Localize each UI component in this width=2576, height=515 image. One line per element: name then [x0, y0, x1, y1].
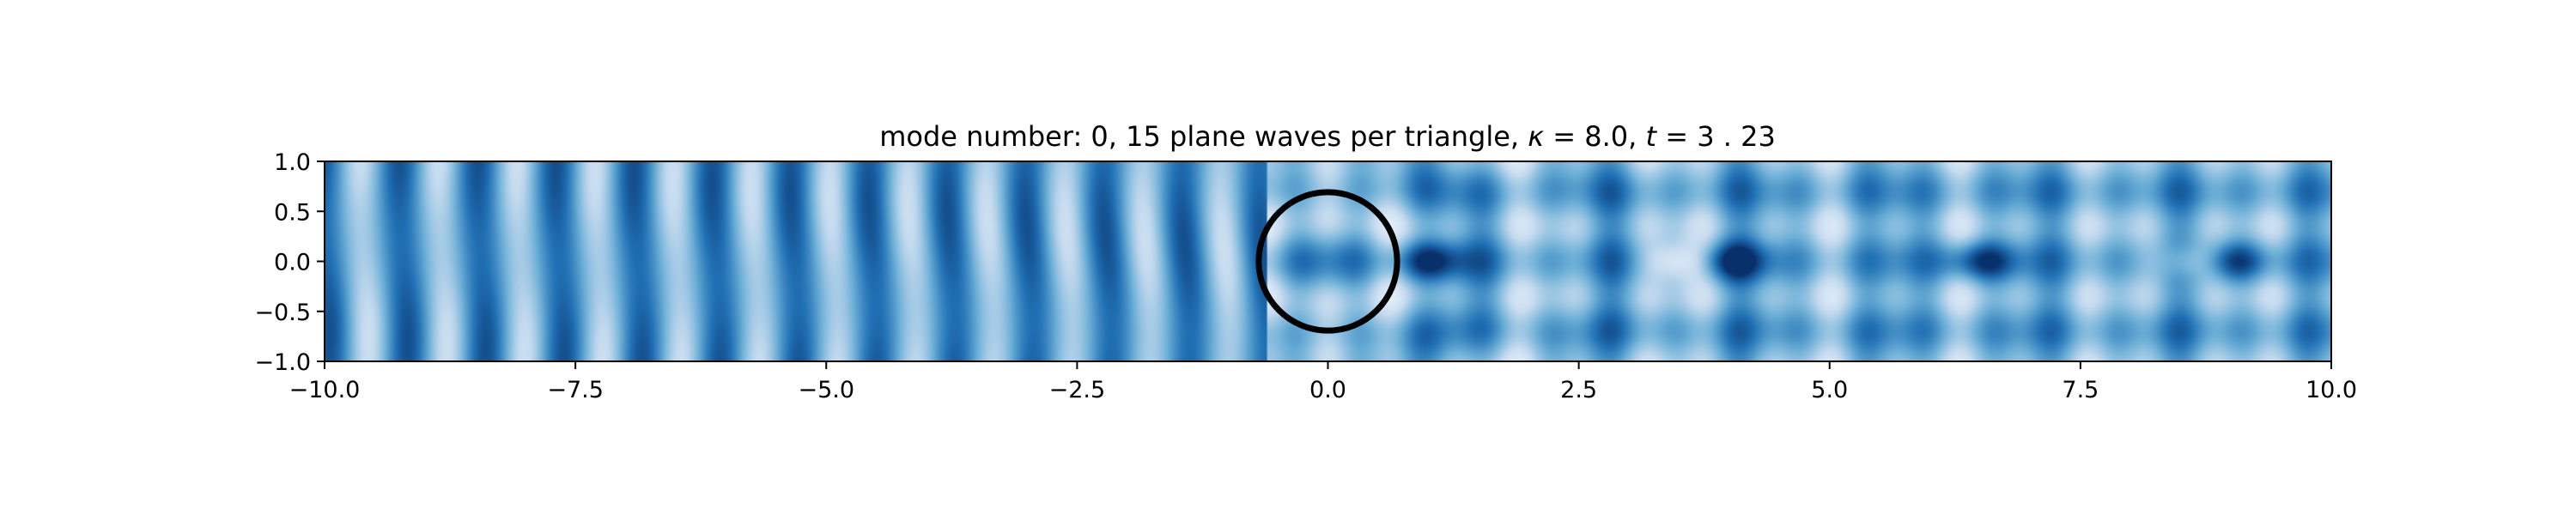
x-tick-label: 0.0: [1309, 377, 1346, 403]
x-tick-label: −5.0: [798, 377, 854, 403]
x-tick-label: −2.5: [1049, 377, 1106, 403]
y-tick-label: 0.5: [274, 199, 311, 226]
x-axis: −10.0 −7.5 −5.0 −2.5 0.0 2.5 5.0 7.5 10.0: [289, 361, 2357, 403]
x-tick-label: 10.0: [2306, 377, 2357, 403]
x-tick-label: 2.5: [1560, 377, 1597, 403]
x-tick-label: −10.0: [289, 377, 361, 403]
y-axis: 1.0 0.5 0.0 −0.5 −1.0: [254, 149, 325, 376]
chart-title: mode number: 0, 15 plane waves per trian…: [879, 120, 1776, 153]
y-tick-label: −1.0: [254, 349, 311, 376]
x-tick-label: 5.0: [1811, 377, 1848, 403]
y-tick-label: 1.0: [274, 149, 311, 176]
x-tick-label: 7.5: [2062, 377, 2099, 403]
scatterer-circle: [1255, 189, 1400, 334]
y-tick-label: −0.5: [254, 300, 311, 326]
y-tick-label: 0.0: [274, 250, 311, 276]
x-tick-label: −7.5: [547, 377, 604, 403]
